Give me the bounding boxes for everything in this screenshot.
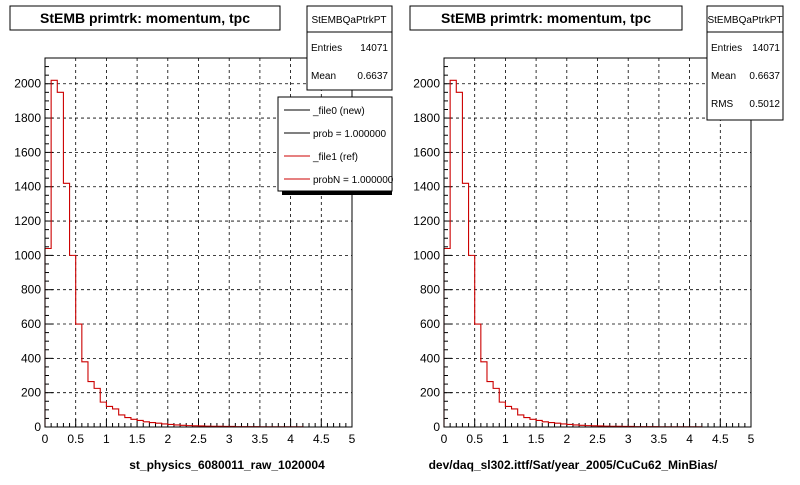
legend-label-ref: _file1 (ref) [312, 152, 358, 163]
left-y-tick-label-1: 200 [21, 386, 41, 400]
left-x-tick-label-8: 4 [287, 432, 294, 446]
right-y-tick-label-8: 1600 [413, 145, 440, 159]
left-stats-box [306, 5, 393, 91]
left-y-tick-label-3: 600 [21, 317, 41, 331]
right-x-tick-label-9: 4.5 [712, 432, 729, 446]
left-y-tick-label-8: 1600 [14, 145, 41, 159]
left-chart-title: StEMB primtrk: momentum, tpc [40, 10, 250, 26]
right-y-tick-label-4: 800 [420, 283, 440, 297]
right-x-tick-label-10: 5 [748, 432, 755, 446]
left-stats-entries-label: Entries [311, 43, 342, 54]
left-y-tick-label-5: 1000 [14, 248, 41, 262]
left-x-axis-label: st_physics_6080011_raw_1020004 [129, 458, 325, 472]
right-y-tick-label-7: 1400 [413, 180, 440, 194]
left-y-tick-label-2: 400 [21, 351, 41, 365]
right-stats-rms-value: 0.5012 [749, 99, 780, 110]
right-x-tick-label-5: 2.5 [589, 432, 606, 446]
right-x-tick-label-7: 3.5 [651, 432, 668, 446]
legend-label-probn: probN = 1.000000 [313, 175, 394, 186]
right-y-tick-label-6: 1200 [413, 214, 440, 228]
right-stats-mean-label: Mean [711, 71, 736, 82]
legend-box [277, 96, 393, 192]
left-ticks: 0 0.5 1 1.5 2 2.5 3 3.5 4 4.5 5 0 200 400 600 800 1000 12… [14, 66, 356, 446]
left-x-tick-label-2: 1 [103, 432, 110, 446]
right-y-tick-label-5: 1000 [413, 248, 440, 262]
left-x-tick-label-4: 2 [164, 432, 171, 446]
left-y-tick-label-10: 2000 [14, 77, 41, 91]
left-stats-mean-value: 0.6637 [357, 71, 388, 82]
left-title-box [9, 5, 281, 31]
right-x-tick-label-4: 2 [563, 432, 570, 446]
left-stats-mean-label: Mean [311, 71, 336, 82]
left-y-tick-label-4: 800 [21, 283, 41, 297]
legend-label-prob: prob = 1.000000 [313, 129, 387, 140]
right-stats-mean-value: 0.6637 [749, 71, 780, 82]
right-y-tick-label-9: 1800 [413, 111, 440, 125]
left-x-tick-label-10: 5 [349, 432, 356, 446]
right-chart-title: StEMB primtrk: momentum, tpc [441, 10, 651, 26]
left-x-tick-label-1: 0.5 [67, 432, 84, 446]
right-x-tick-label-1: 0.5 [466, 432, 483, 446]
right-stats-box [706, 5, 784, 121]
legend: _file0 (new) prob = 1.000000 _file1 (ref… [277, 96, 394, 195]
right-grid [444, 58, 751, 427]
left-y-tick-label-6: 1200 [14, 214, 41, 228]
right-y-tick-label-1: 200 [420, 386, 440, 400]
left-x-tick-label-9: 4.5 [313, 432, 330, 446]
right-x-axis-label: dev/daq_sl302.ittf/Sat/year_2005/CuCu62_… [429, 458, 718, 472]
right-x-tick-label-6: 3 [625, 432, 632, 446]
left-x-tick-label-7: 3.5 [252, 432, 269, 446]
right-x-tick-label-0: 0 [441, 432, 448, 446]
left-y-tick-label-7: 1400 [14, 180, 41, 194]
left-panel: 0 0.5 1 1.5 2 2.5 3 3.5 4 4.5 5 0 200 400 600 800 1000 12… [9, 5, 394, 472]
right-y-tick-label-0: 0 [433, 420, 440, 434]
right-stats-rms-label: RMS [711, 99, 734, 110]
left-y-tick-label-0: 0 [34, 420, 41, 434]
left-x-tick-label-0: 0 [42, 432, 49, 446]
left-x-tick-label-5: 2.5 [190, 432, 207, 446]
right-y-tick-label-10: 2000 [413, 77, 440, 91]
right-x-tick-label-3: 1.5 [528, 432, 545, 446]
legend-label-new: _file0 (new) [312, 106, 365, 117]
left-y-tick-label-9: 1800 [14, 111, 41, 125]
right-panel: 0 0.5 1 1.5 2 2.5 3 3.5 4 4.5 5 0 200 400 600 800 1000 12… [409, 5, 784, 472]
left-stats-entries-value: 14071 [360, 43, 388, 54]
left-plot-frame [44, 57, 353, 428]
right-x-tick-label-8: 4 [686, 432, 693, 446]
right-y-tick-label-2: 400 [420, 351, 440, 365]
left-x-tick-label-3: 1.5 [129, 432, 146, 446]
right-ticks: 0 0.5 1 1.5 2 2.5 3 3.5 4 4.5 5 0 200 400 600 800 1000 12… [413, 66, 755, 446]
left-x-tick-label-6: 3 [226, 432, 233, 446]
right-y-tick-label-3: 600 [420, 317, 440, 331]
right-x-tick-label-2: 1 [502, 432, 509, 446]
right-stats-entries-label: Entries [711, 43, 742, 54]
right-plot-frame [443, 57, 752, 428]
right-title-box [409, 5, 683, 31]
right-stats-name: StEMBQaPtrkPT [707, 15, 782, 26]
right-stats-entries-value: 14071 [752, 43, 780, 54]
left-stats-name: StEMBQaPtrkPT [311, 15, 386, 26]
